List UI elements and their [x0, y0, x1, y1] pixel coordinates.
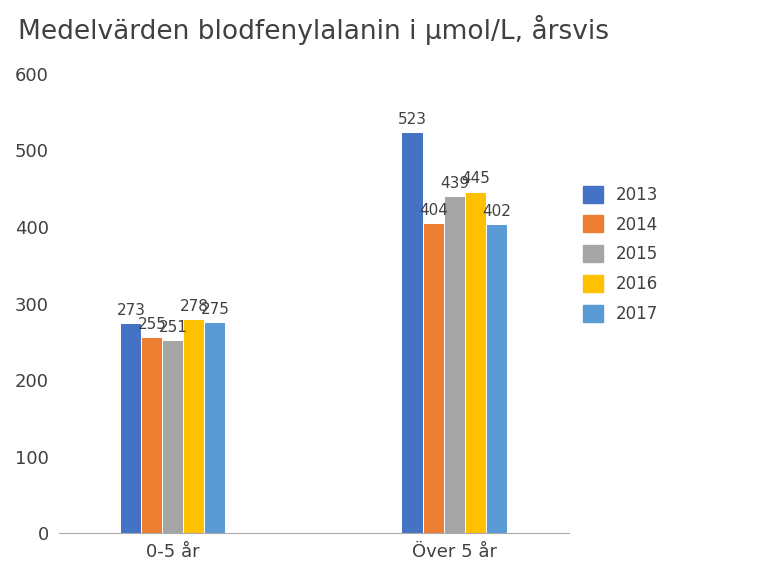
Text: 255: 255	[137, 317, 166, 332]
Text: 278: 278	[180, 300, 209, 314]
Bar	[402, 133, 423, 533]
Bar	[445, 197, 465, 533]
Text: 402: 402	[482, 204, 511, 219]
Bar	[423, 224, 444, 533]
Text: 251: 251	[158, 320, 187, 335]
Text: 523: 523	[398, 112, 427, 127]
Bar	[487, 225, 507, 533]
Text: 439: 439	[440, 176, 470, 191]
Text: 273: 273	[116, 303, 145, 318]
Bar	[163, 341, 183, 533]
Text: 275: 275	[201, 302, 230, 317]
Bar	[205, 323, 225, 533]
Title: Medelvärden blodfenylalanin i μmol/L, årsvis: Medelvärden blodfenylalanin i μmol/L, år…	[18, 15, 609, 45]
Bar	[121, 324, 141, 533]
Text: 445: 445	[462, 172, 490, 187]
Bar	[466, 192, 486, 533]
Bar	[184, 320, 205, 533]
Bar	[142, 338, 162, 533]
Legend: 2013, 2014, 2015, 2016, 2017: 2013, 2014, 2015, 2016, 2017	[583, 185, 659, 323]
Text: 404: 404	[419, 203, 448, 218]
